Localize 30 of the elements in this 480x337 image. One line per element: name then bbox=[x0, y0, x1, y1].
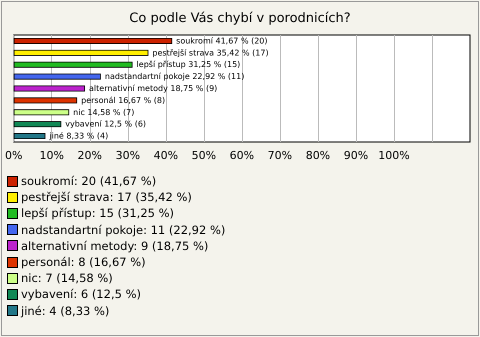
data-label: jiné 8,33 % (4) bbox=[48, 132, 108, 141]
text: pestřejší strava: 17 (35,42 %) bbox=[21, 189, 192, 206]
data-label: nadstandartní pokoje 22,92 % (11) bbox=[104, 72, 244, 82]
x-tick-label: 70% bbox=[268, 149, 292, 162]
x-tick-label: 80% bbox=[306, 149, 330, 162]
text: alternativní metody: 9 (18,75 %) bbox=[21, 238, 208, 254]
text: soukromí: 20 (41,67 %) bbox=[21, 173, 156, 190]
data-label: nic 14,58 % (7) bbox=[73, 108, 134, 117]
x-tick-label: 50% bbox=[192, 149, 216, 162]
text: nic: 7 (14,58 %) bbox=[21, 270, 113, 286]
x-tick-label: 100% bbox=[378, 149, 410, 162]
x-tick-label: 60% bbox=[230, 149, 254, 162]
x-tick-label: 90% bbox=[344, 149, 368, 162]
data-label: personál 16,67 % (8) bbox=[81, 96, 166, 105]
chart-title: Co podle Vás chybí v porodnicích? bbox=[128, 11, 352, 26]
x-tick-label: 10% bbox=[40, 149, 64, 162]
x-tick-label: 20% bbox=[78, 149, 102, 162]
text: nadstandartní pokoje: 11 (22,92 %) bbox=[21, 222, 226, 238]
x-tick-label: 30% bbox=[116, 149, 140, 162]
x-tick-label: 40% bbox=[154, 149, 178, 162]
text: lepší přístup: 15 (31,25 %) bbox=[21, 205, 174, 222]
data-label: pestřejší strava 35,42 % (17) bbox=[152, 48, 269, 58]
text: jiné: 4 (8,33 %) bbox=[21, 302, 110, 319]
x-tick-label: 0% bbox=[5, 149, 22, 162]
text: personál: 8 (16,67 %) bbox=[21, 254, 146, 270]
data-label: alternativní metody 18,75 % (9) bbox=[89, 84, 218, 93]
data-label: vybavení 12,5 % (6) bbox=[65, 120, 146, 129]
text: vybavení: 6 (12,5 %) bbox=[21, 286, 141, 303]
data-label: soukromí 41,67 % (20) bbox=[176, 36, 268, 46]
data-label: lepší přístup 31,25 % (15) bbox=[136, 60, 240, 70]
